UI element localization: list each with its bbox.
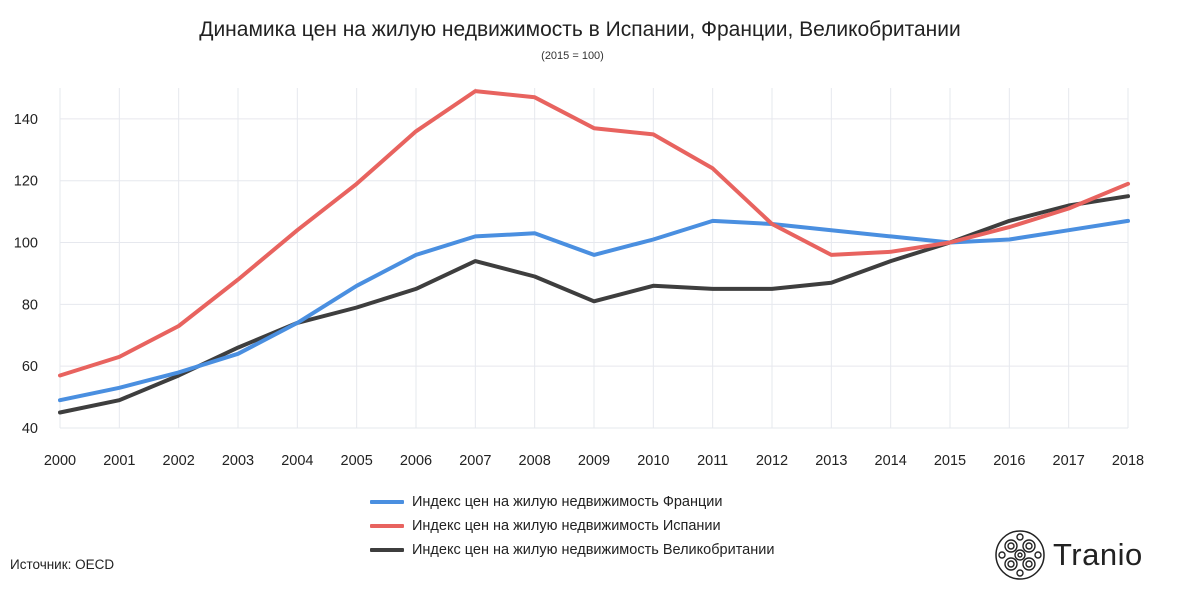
legend-item-spain[interactable]: Индекс цен на жилую недвижимость Испании [370, 514, 774, 538]
x-axis-ticks: 2000 2001 2002 2003 2004 2005 2006 2007 2008 2009… [44, 453, 1144, 469]
series-line-1 [58, 89, 1130, 378]
legend-item-uk[interactable]: Индекс цен на жилую недвижимость Великоб… [370, 538, 774, 562]
x-tick-label: 2003 [222, 453, 254, 469]
x-tick-label: 2008 [519, 453, 551, 469]
logo-text: Tranio [1053, 537, 1143, 572]
legend-label-uk: Индекс цен на жилую недвижимость Великоб… [412, 542, 775, 558]
x-tick-label: 2009 [578, 453, 610, 469]
x-tick-label: 2001 [103, 453, 135, 469]
y-tick-label: 80 [22, 297, 38, 313]
y-tick-label: 120 [14, 174, 38, 190]
x-tick-label: 2000 [44, 453, 76, 469]
y-axis-ticks: 40 60 80 100 120 140 [14, 112, 38, 437]
legend-swatch-uk [370, 548, 404, 552]
y-tick-label: 40 [22, 421, 38, 437]
series-lines [58, 89, 1130, 415]
y-tick-label: 140 [14, 112, 38, 128]
y-tick-label: 60 [22, 359, 38, 375]
x-tick-label: 2018 [1112, 453, 1144, 469]
x-tick-label: 2004 [281, 453, 313, 469]
legend-label-spain: Индекс цен на жилую недвижимость Испании [412, 518, 721, 534]
legend-swatch-france [370, 500, 404, 504]
legend-label-france: Индекс цен на жилую недвижимость Франции [412, 494, 723, 510]
x-tick-label: 2013 [815, 453, 847, 469]
x-tick-label: 2012 [756, 453, 788, 469]
tranio-logo-icon [995, 530, 1045, 580]
legend-swatch-spain [370, 524, 404, 528]
x-tick-label: 2010 [637, 453, 669, 469]
legend: Индекс цен на жилую недвижимость Франции… [370, 490, 774, 562]
x-tick-label: 2015 [934, 453, 966, 469]
grid [59, 88, 1129, 429]
x-tick-label: 2014 [875, 453, 907, 469]
x-tick-label: 2016 [993, 453, 1025, 469]
tranio-logo[interactable]: Tranio [995, 530, 1143, 580]
x-tick-label: 2005 [341, 453, 373, 469]
x-tick-label: 2011 [697, 453, 728, 469]
x-tick-label: 2007 [459, 453, 491, 469]
legend-item-france[interactable]: Индекс цен на жилую недвижимость Франции [370, 490, 774, 514]
source-note: Источник: OECD [10, 557, 115, 572]
y-tick-label: 100 [14, 236, 38, 252]
x-tick-label: 2006 [400, 453, 432, 469]
x-tick-label: 2002 [163, 453, 195, 469]
chart-title: Динамика цен на жилую недвижимость в Исп… [199, 18, 961, 41]
line-chart: 40 60 80 100 120 140 2000 2001 2002 2003 2004 2005… [14, 88, 1144, 469]
x-tick-label: 2017 [1053, 453, 1085, 469]
chart-subtitle: (2015 = 100) [541, 50, 604, 62]
